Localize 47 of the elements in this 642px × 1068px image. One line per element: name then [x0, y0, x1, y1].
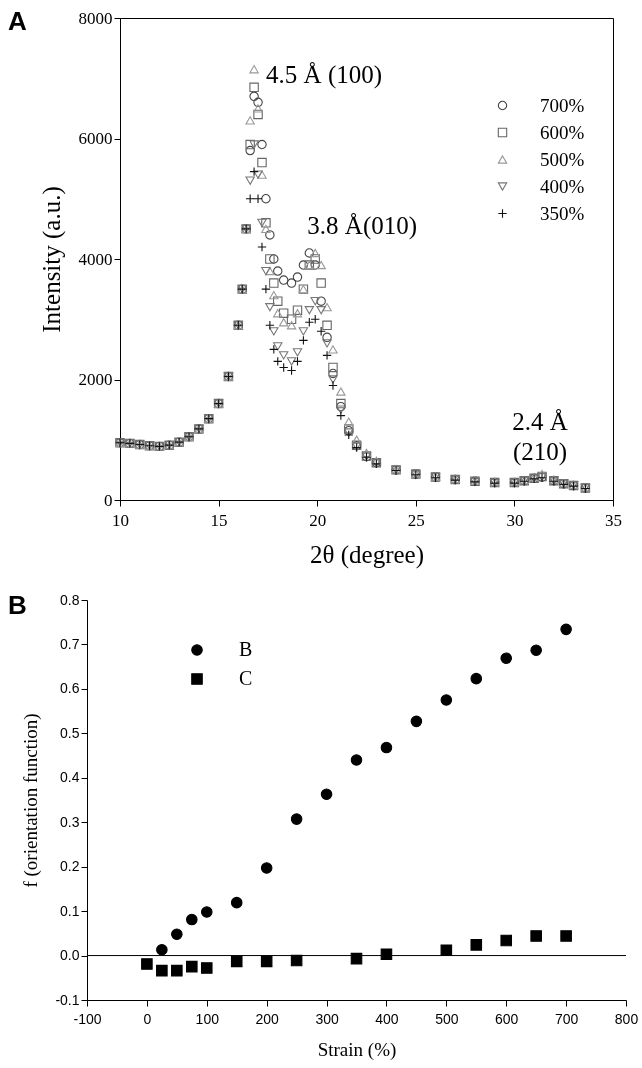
- y-tick-label: 4000: [78, 249, 113, 269]
- y-tick-label: 0.4: [60, 769, 80, 786]
- legend-label: 700%: [540, 94, 585, 116]
- annotation: 4.5 Å (100): [266, 61, 383, 90]
- annotation: 2.4 Å (210): [512, 408, 568, 467]
- chart-title: B: [8, 590, 27, 620]
- x-axis-title: 2θ (degree): [310, 540, 424, 569]
- x-tick-label: -100: [73, 1010, 102, 1027]
- x-tick-label: 700: [554, 1010, 579, 1027]
- x-tick-label: 25: [407, 510, 425, 530]
- legend-label: B: [239, 638, 253, 660]
- x-tick-label: 600: [495, 1010, 519, 1027]
- y-tick-label: 0.8: [60, 591, 80, 608]
- x-tick-label: 100: [195, 1010, 220, 1027]
- y-tick-label: 0.0: [60, 947, 80, 964]
- legend-label: 600%: [540, 121, 585, 143]
- x-tick-label: 200: [255, 1010, 280, 1027]
- y-tick-label: 0.7: [60, 635, 80, 652]
- y-tick-label: 0: [104, 490, 113, 510]
- y-tick-label: 8000: [78, 8, 113, 28]
- y-tick-label: 0.2: [60, 858, 80, 875]
- x-tick-label: 300: [315, 1010, 339, 1027]
- y-tick-label: -0.1: [55, 991, 80, 1008]
- legend-label: 350%: [540, 202, 585, 224]
- legend-label: 400%: [540, 175, 585, 197]
- x-tick-label: 500: [435, 1010, 459, 1027]
- x-tick-label: 10: [112, 510, 129, 530]
- y-tick-label: 0.5: [60, 724, 80, 741]
- y-tick-label: 6000: [78, 129, 113, 148]
- y-axis-title: f (orientation function): [20, 713, 43, 888]
- x-tick-label: 35: [605, 510, 622, 530]
- x-tick-label: 800: [614, 1010, 639, 1027]
- legend-label: 500%: [540, 148, 585, 170]
- x-axis-title: Strain (%): [317, 1038, 397, 1061]
- y-tick-label: 0.6: [60, 680, 80, 697]
- x-tick-label: 0: [143, 1010, 152, 1027]
- y-axis-title: Intensity (a.u.): [37, 186, 66, 333]
- x-tick-label: 400: [375, 1010, 399, 1027]
- x-tick-label: 15: [210, 510, 228, 530]
- y-tick-label: 0.3: [60, 813, 80, 830]
- y-tick-label: 2000: [78, 370, 113, 389]
- annotation: 3.8 Å(010): [307, 211, 418, 240]
- chart-title: A: [8, 6, 27, 36]
- y-tick-label: 0.1: [60, 902, 80, 919]
- x-tick-label: 30: [506, 510, 524, 530]
- legend-label: C: [239, 667, 253, 689]
- x-tick-label: 20: [309, 510, 327, 530]
